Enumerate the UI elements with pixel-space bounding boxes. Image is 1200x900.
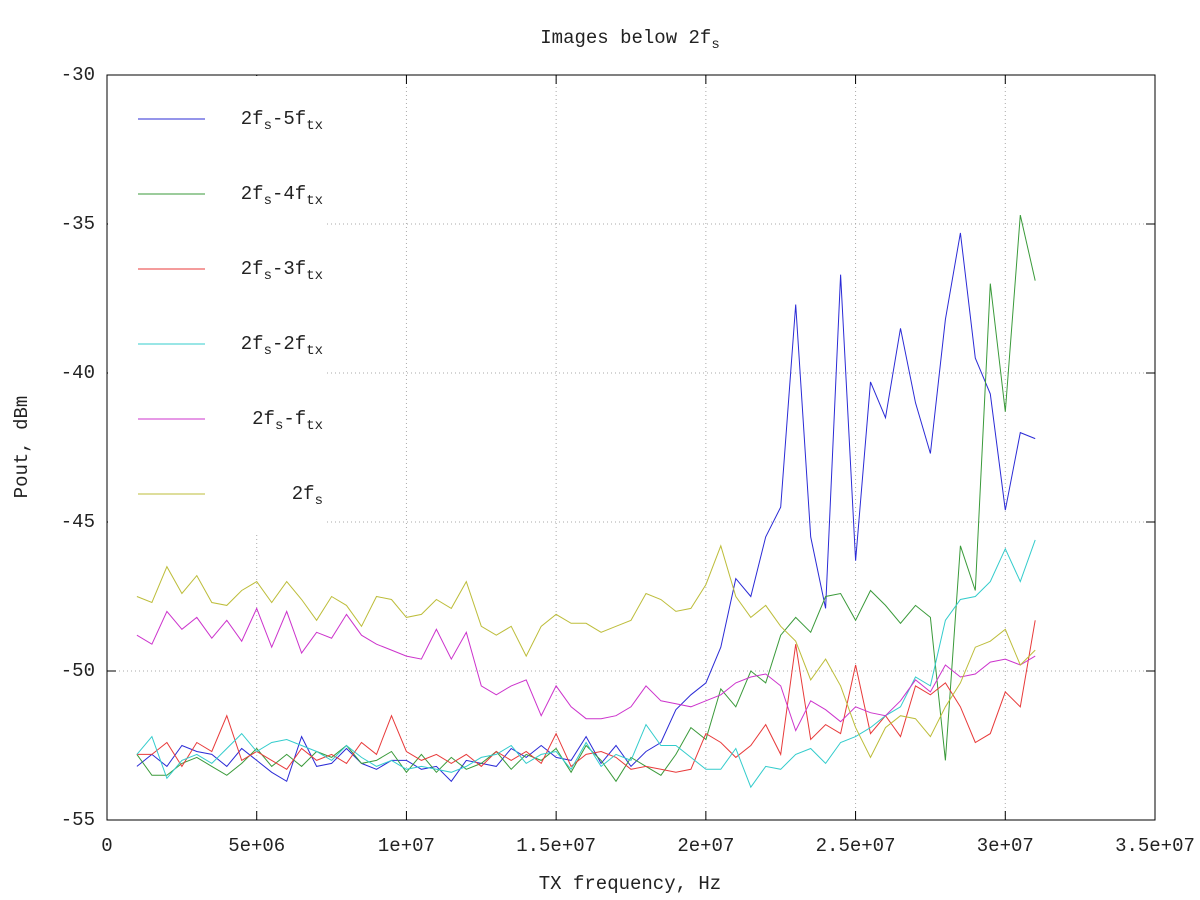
subscript: tx	[306, 118, 323, 134]
text-part: -5f	[272, 108, 306, 130]
legend-label: 2fs	[292, 483, 323, 509]
y-axis-label: Pout, dBm	[11, 396, 33, 499]
text-part: 2f	[252, 408, 275, 430]
subscript: tx	[306, 343, 323, 359]
y-tick-label: -50	[61, 660, 95, 682]
y-tick-label: -35	[61, 213, 95, 235]
text-part: 2f	[241, 333, 264, 355]
subscript: tx	[306, 418, 323, 434]
x-tick-label: 5e+06	[228, 835, 285, 857]
series-line	[136, 544, 1036, 759]
text-part: -3f	[272, 258, 306, 280]
subscript: s	[264, 343, 272, 359]
legend-label: 2fs-3ftx	[241, 258, 323, 284]
subscript: s	[264, 193, 272, 209]
text-part: 2f	[241, 258, 264, 280]
text-part: 2f	[292, 483, 315, 505]
legend-background	[108, 76, 326, 533]
y-tick-label: -45	[61, 511, 95, 533]
legend-label: 2fs-5ftx	[241, 108, 323, 134]
legend-label: 2fs-2ftx	[241, 333, 323, 359]
x-tick-label: 2e+07	[677, 835, 734, 857]
text-part: -2f	[272, 333, 306, 355]
text-part: -4f	[272, 183, 306, 205]
subscript: s	[264, 118, 272, 134]
chart-title: Images below 2fs	[540, 27, 719, 53]
legend-label: 2fs-ftx	[252, 408, 323, 434]
plot-frame	[106, 74, 1156, 821]
subscript: tx	[306, 193, 323, 209]
subscript: s	[275, 418, 283, 434]
y-tick-label: -55	[61, 809, 95, 831]
x-axis-label: TX frequency, Hz	[539, 873, 721, 895]
text-part: 2f	[241, 183, 264, 205]
subscript: s	[711, 37, 719, 53]
subscript: tx	[306, 268, 323, 284]
legend-label: 2fs-4ftx	[241, 183, 323, 209]
series-line	[136, 607, 1036, 732]
subscript: s	[264, 268, 272, 284]
x-tick-label: 0	[101, 835, 112, 857]
text-part: Images below 2f	[540, 27, 711, 49]
series-line	[136, 214, 1036, 783]
x-tick-label: 3e+07	[977, 835, 1034, 857]
subscript: s	[315, 493, 323, 509]
text-part: -f	[283, 408, 306, 430]
y-tick-label: -30	[61, 64, 95, 86]
x-tick-label: 2.5e+07	[816, 835, 896, 857]
y-tick-label: -40	[61, 362, 95, 384]
x-tick-label: 1e+07	[378, 835, 435, 857]
x-tick-label: 3.5e+07	[1115, 835, 1195, 857]
series-line	[136, 232, 1036, 783]
text-part: 2f	[241, 108, 264, 130]
x-tick-label: 1.5e+07	[516, 835, 596, 857]
